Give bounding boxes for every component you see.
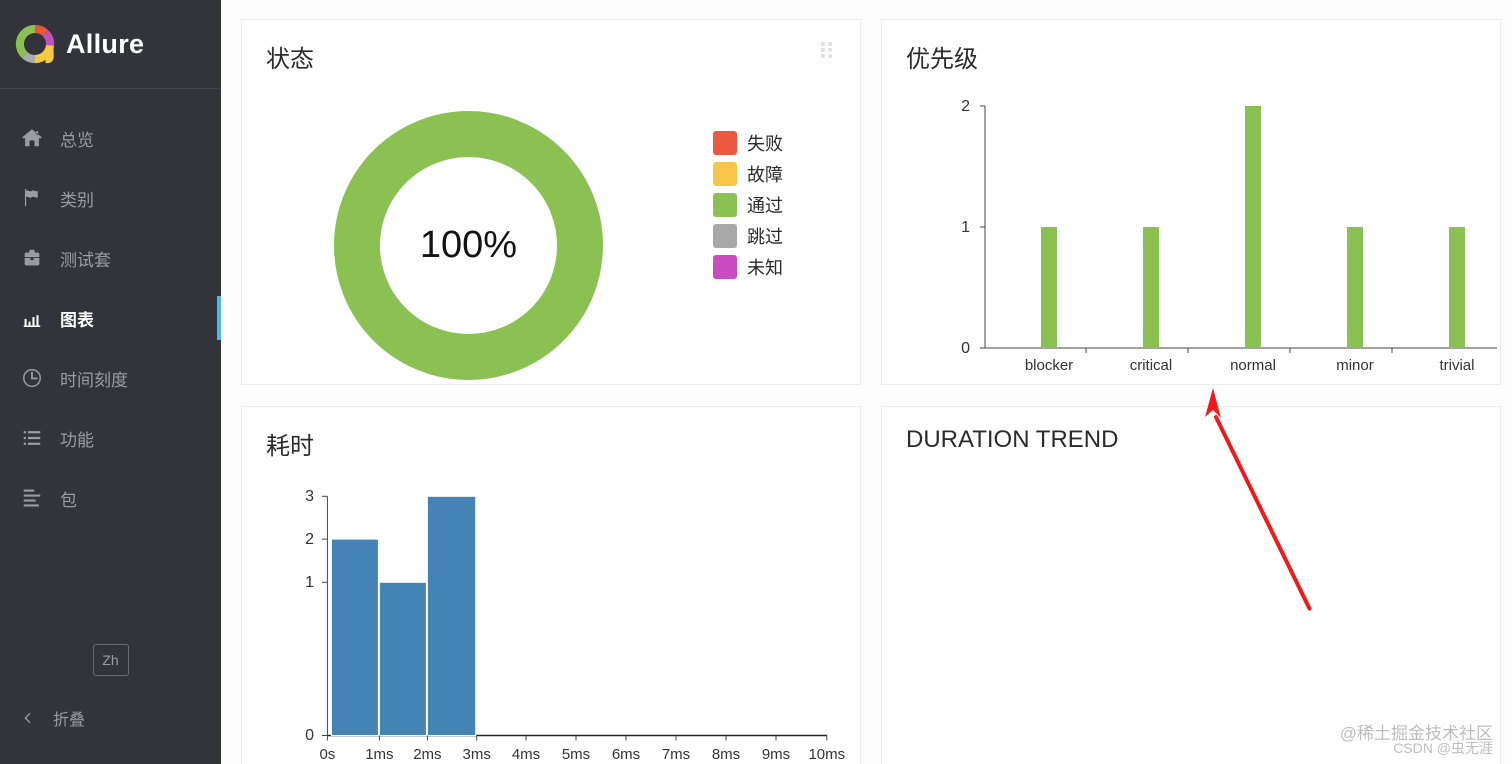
- svg-text:0: 0: [305, 727, 314, 744]
- svg-text:2: 2: [305, 531, 314, 548]
- svg-text:0s: 0s: [319, 746, 335, 763]
- svg-text:1: 1: [305, 574, 314, 591]
- svg-text:2ms: 2ms: [413, 746, 441, 763]
- svg-text:3: 3: [305, 488, 314, 505]
- svg-text:10ms: 10ms: [808, 746, 845, 763]
- svg-text:9ms: 9ms: [762, 746, 790, 763]
- svg-text:normal: normal: [1230, 357, 1276, 374]
- svg-text:3ms: 3ms: [463, 746, 491, 763]
- svg-text:trivial: trivial: [1439, 357, 1474, 374]
- svg-text:6ms: 6ms: [612, 746, 640, 763]
- svg-text:8ms: 8ms: [712, 746, 740, 763]
- svg-text:1ms: 1ms: [365, 746, 393, 763]
- svg-text:4ms: 4ms: [512, 746, 540, 763]
- svg-text:7ms: 7ms: [662, 746, 690, 763]
- svg-text:0: 0: [961, 340, 970, 357]
- svg-text:minor: minor: [1336, 357, 1374, 374]
- svg-text:critical: critical: [1130, 357, 1173, 374]
- svg-text:2: 2: [961, 98, 970, 115]
- svg-text:blocker: blocker: [1025, 357, 1073, 374]
- svg-text:5ms: 5ms: [562, 746, 590, 763]
- svg-text:1: 1: [961, 219, 970, 236]
